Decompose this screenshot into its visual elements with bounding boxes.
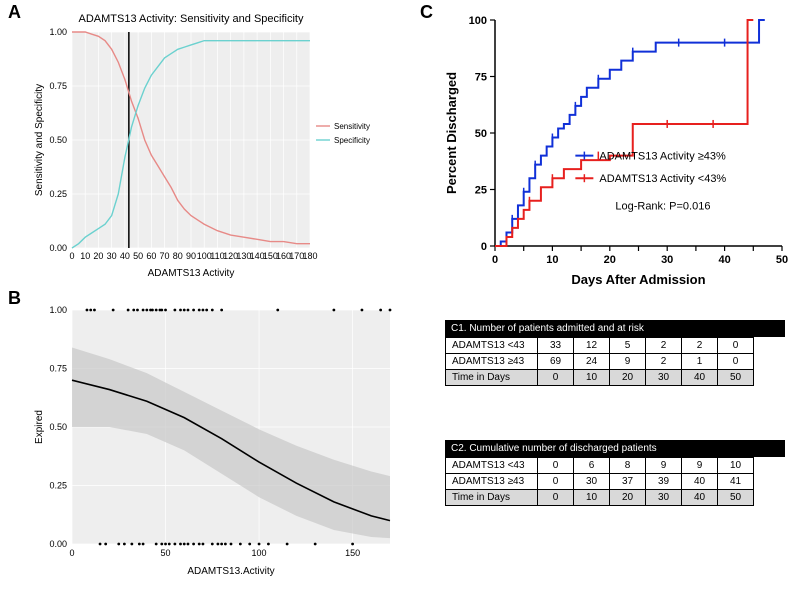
panel-a-chart: 0102030405060708090100110120130140150160… [30, 10, 390, 280]
table-c2-title: C2. Cumulative number of discharged pati… [445, 440, 785, 457]
table-c1: C1. Number of patients admitted and at r… [445, 320, 785, 386]
svg-text:0.75: 0.75 [49, 81, 67, 91]
svg-text:0.25: 0.25 [49, 481, 67, 491]
svg-text:0: 0 [69, 251, 74, 261]
svg-text:Percent Discharged: Percent Discharged [444, 72, 459, 194]
svg-text:1.00: 1.00 [49, 305, 67, 315]
svg-text:40: 40 [718, 254, 730, 266]
panel-c-label: C [420, 2, 433, 23]
svg-text:Sensitivity: Sensitivity [334, 122, 370, 131]
svg-text:50: 50 [776, 254, 788, 266]
svg-text:Expired: Expired [34, 410, 45, 444]
svg-text:0.00: 0.00 [49, 243, 67, 253]
svg-text:50: 50 [475, 128, 487, 140]
svg-text:0: 0 [69, 548, 74, 558]
svg-text:0.00: 0.00 [49, 539, 67, 549]
svg-text:ADAMTS13 Activity: ADAMTS13 Activity [148, 268, 235, 279]
svg-text:ADAMTS13.Activity: ADAMTS13.Activity [187, 566, 274, 577]
svg-text:Log-Rank: P=0.016: Log-Rank: P=0.016 [615, 200, 710, 212]
svg-text:Days After Admission: Days After Admission [571, 272, 705, 287]
svg-text:80: 80 [173, 251, 183, 261]
svg-text:100: 100 [252, 548, 267, 558]
svg-text:50: 50 [161, 548, 171, 558]
svg-text:1.00: 1.00 [49, 27, 67, 37]
panel-a-label: A [8, 2, 21, 23]
svg-text:0: 0 [481, 241, 487, 253]
svg-text:150: 150 [345, 548, 360, 558]
svg-text:20: 20 [604, 254, 616, 266]
svg-text:180: 180 [302, 251, 317, 261]
svg-text:70: 70 [160, 251, 170, 261]
svg-text:10: 10 [546, 254, 558, 266]
svg-text:25: 25 [475, 185, 487, 197]
svg-text:Specificity: Specificity [334, 136, 370, 145]
svg-text:20: 20 [93, 251, 103, 261]
svg-text:Sensitivity and Specificity: Sensitivity and Specificity [34, 84, 45, 196]
panel-c-chart: 0 10 20 30 40 50 0 25 50 75 100 ADAMTS13 Activity ≥… [440, 10, 790, 290]
svg-text:10: 10 [80, 251, 90, 261]
svg-text:90: 90 [186, 251, 196, 261]
panel-b-label: B [8, 288, 21, 309]
svg-text:60: 60 [146, 251, 156, 261]
svg-text:ADAMTS13 Activity ≥43%: ADAMTS13 Activity ≥43% [599, 151, 726, 163]
svg-text:75: 75 [475, 72, 487, 84]
svg-text:30: 30 [661, 254, 673, 266]
table-c2: C2. Cumulative number of discharged pati… [445, 440, 785, 506]
panel-b-chart: 0 50 100 150 0.00 0.25 0.50 0.75 1.00 ADAMTS13.Ac… [30, 300, 400, 580]
svg-text:40: 40 [120, 251, 130, 261]
svg-text:0.50: 0.50 [49, 422, 67, 432]
svg-text:ADAMTS13 Activity: Sensitivity: ADAMTS13 Activity: Sensitivity and Speci… [79, 13, 304, 25]
svg-text:0.25: 0.25 [49, 189, 67, 199]
svg-text:30: 30 [107, 251, 117, 261]
svg-text:0: 0 [492, 254, 498, 266]
svg-text:0.75: 0.75 [49, 364, 67, 374]
svg-text:0.50: 0.50 [49, 135, 67, 145]
svg-text:50: 50 [133, 251, 143, 261]
table-c1-title: C1. Number of patients admitted and at r… [445, 320, 785, 337]
svg-text:ADAMTS13 Activity <43%: ADAMTS13 Activity <43% [599, 173, 726, 185]
svg-text:100: 100 [469, 15, 487, 27]
